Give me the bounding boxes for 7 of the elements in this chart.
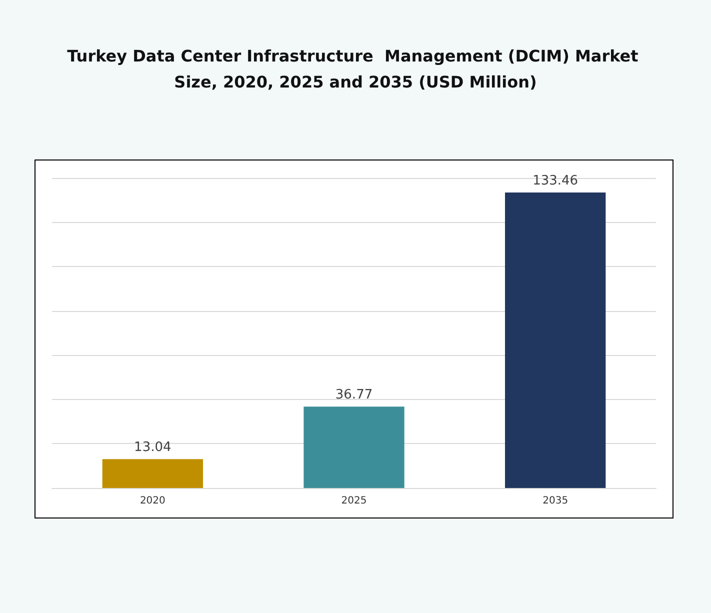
data-label: 13.04 [134, 440, 172, 456]
x-tick-label: 2035 [542, 496, 568, 506]
x-tick-label: 2020 [140, 496, 166, 506]
x-tick-label: 2025 [341, 496, 367, 506]
data-label: 133.46 [532, 173, 578, 188]
chart-title: Turkey Data Center Infrastructure Management (DCIM) Market Size, 2020, 2025 and 2035 (USD Million) [67, 46, 644, 92]
data-label: 36.77 [335, 388, 373, 403]
